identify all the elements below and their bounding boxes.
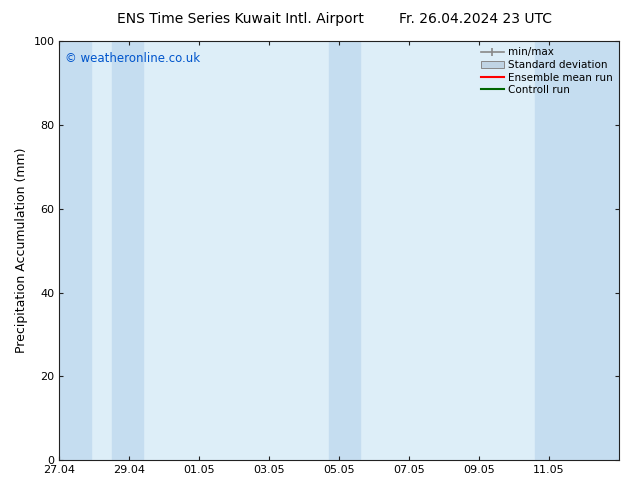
Bar: [328, 41, 360, 460]
Text: © weatheronline.co.uk: © weatheronline.co.uk: [65, 51, 200, 65]
Legend: min/max, Standard deviation, Ensemble mean run, Controll run: min/max, Standard deviation, Ensemble me…: [477, 43, 617, 99]
Text: Fr. 26.04.2024 23 UTC: Fr. 26.04.2024 23 UTC: [399, 12, 552, 26]
Bar: [112, 41, 143, 460]
Text: ENS Time Series Kuwait Intl. Airport: ENS Time Series Kuwait Intl. Airport: [117, 12, 365, 26]
Bar: [60, 41, 91, 460]
Y-axis label: Precipitation Accumulation (mm): Precipitation Accumulation (mm): [15, 148, 28, 353]
Bar: [535, 41, 619, 460]
